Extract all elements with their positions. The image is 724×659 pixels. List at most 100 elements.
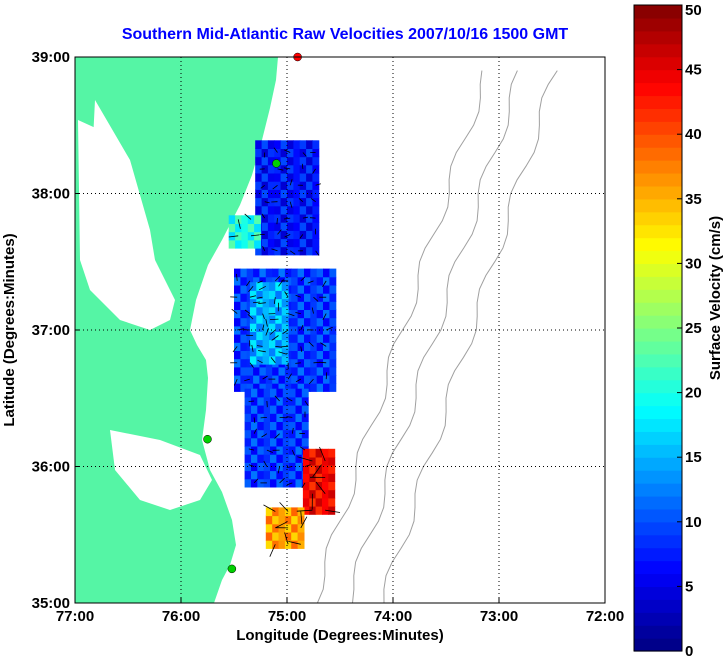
velocity-cell xyxy=(289,421,296,431)
velocity-cell xyxy=(259,276,267,286)
velocity-cell xyxy=(291,515,299,525)
colorbar-segment xyxy=(634,418,682,432)
velocity-cell xyxy=(275,331,283,341)
velocity-cell xyxy=(280,246,288,256)
velocity-cell xyxy=(240,276,248,286)
velocity-cell xyxy=(284,268,292,278)
velocity-vector xyxy=(284,149,291,153)
velocity-vector xyxy=(272,184,278,190)
radar-station-marker xyxy=(203,434,212,444)
velocity-cell xyxy=(284,383,292,392)
velocity-cell xyxy=(256,290,264,300)
velocity-cell xyxy=(329,325,337,335)
velocity-cell xyxy=(278,507,286,517)
sound-inlet xyxy=(110,430,212,510)
velocity-cell xyxy=(297,532,305,541)
colorbar-segment xyxy=(634,5,682,19)
colorbar-segment xyxy=(634,625,682,639)
velocity-cell xyxy=(284,540,292,549)
velocity-cell xyxy=(287,189,294,199)
colorbar-segment xyxy=(634,211,682,226)
velocity-cell xyxy=(284,375,292,384)
colorbar-segment xyxy=(634,547,682,562)
velocity-cell xyxy=(247,223,255,233)
colorbar-segment xyxy=(634,43,682,58)
colorbar-segment xyxy=(634,405,682,420)
velocity-cell xyxy=(267,205,275,215)
velocity-vector xyxy=(249,362,254,368)
velocity-cell xyxy=(323,366,330,376)
velocity-vector xyxy=(304,400,309,406)
velocity-cell xyxy=(275,323,283,332)
velocity-cell xyxy=(297,515,305,525)
velocity-cell xyxy=(280,238,288,248)
colorbar-segment xyxy=(634,95,682,109)
velocity-cell xyxy=(280,222,288,231)
velocity-cell xyxy=(234,358,241,368)
velocity-vector xyxy=(295,362,301,364)
velocity-cell xyxy=(254,239,261,249)
velocity-cell xyxy=(299,222,307,231)
velocity-cell xyxy=(316,301,324,310)
velocity-cell xyxy=(315,465,323,474)
x-axis-label: Longitude (Degrees:Minutes) xyxy=(236,627,444,644)
velocity-vector xyxy=(287,373,292,380)
velocity-cell xyxy=(256,282,264,291)
velocity-cell xyxy=(272,507,280,517)
velocity-cell xyxy=(297,285,305,294)
velocity-cell xyxy=(244,421,252,431)
velocity-cell xyxy=(234,350,241,360)
velocity-cell xyxy=(272,276,280,286)
velocity-cell xyxy=(263,429,271,439)
velocity-cell xyxy=(297,325,305,335)
velocity-cell xyxy=(274,148,282,158)
colorbar-tick-label: 20 xyxy=(685,385,702,402)
velocity-cell xyxy=(281,355,289,365)
velocity-vector xyxy=(265,319,268,327)
velocity-cell xyxy=(276,437,284,447)
velocity-cell xyxy=(293,173,301,182)
velocity-vector xyxy=(271,335,279,341)
velocity-cell xyxy=(280,173,288,182)
velocity-vector xyxy=(244,378,251,382)
velocity-cell xyxy=(255,205,263,215)
velocity-cell xyxy=(265,507,273,517)
velocity-cell xyxy=(251,396,258,406)
velocity-cell xyxy=(306,214,313,223)
velocity-cell xyxy=(278,383,286,392)
colorbar-segment xyxy=(634,134,682,148)
velocity-cell xyxy=(302,465,310,474)
velocity-cell xyxy=(299,238,307,248)
colorbar-tick-label: 0 xyxy=(685,643,693,659)
velocity-cell xyxy=(287,238,294,248)
velocity-vector xyxy=(258,285,266,291)
velocity-cell xyxy=(315,489,323,499)
velocity-vector xyxy=(262,246,266,251)
colorbar-segment xyxy=(634,483,682,497)
velocity-cell xyxy=(256,306,264,316)
velocity-cell xyxy=(255,181,263,190)
velocity-vector xyxy=(304,464,311,467)
velocity-cell xyxy=(270,405,277,414)
velocity-vector xyxy=(262,313,265,320)
velocity-cell xyxy=(293,156,301,166)
colorbar-segment xyxy=(634,56,682,71)
velocity-cell xyxy=(301,437,309,447)
depth-contour-line xyxy=(352,70,518,603)
velocity-vector xyxy=(278,351,287,355)
velocity-cell xyxy=(272,383,280,392)
velocity-cell xyxy=(267,238,275,248)
velocity-cell xyxy=(302,448,310,458)
velocity-vector xyxy=(300,511,303,525)
velocity-cell xyxy=(274,222,282,231)
velocity-cell xyxy=(228,223,236,233)
velocity-vector xyxy=(250,234,260,237)
map-area xyxy=(75,57,558,603)
velocity-cell xyxy=(263,388,271,398)
velocity-cell xyxy=(244,388,252,398)
depth-contour-line xyxy=(316,70,483,603)
velocity-cell xyxy=(287,222,294,231)
velocity-vector xyxy=(295,294,301,298)
velocity-cell xyxy=(262,323,270,332)
velocity-cell xyxy=(284,366,292,376)
